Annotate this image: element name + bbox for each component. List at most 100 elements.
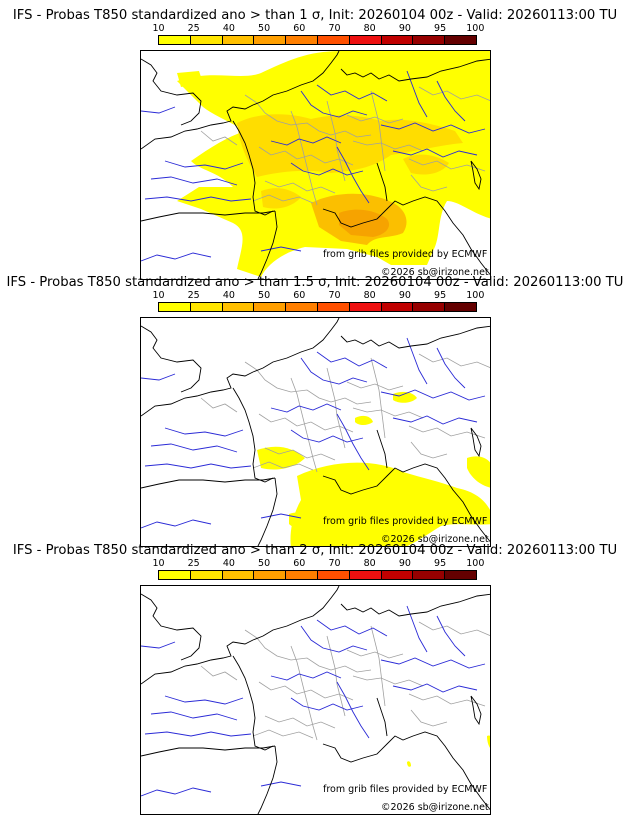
colorbar-tick-label: 40 [222, 23, 235, 34]
colorbar-bin [190, 571, 223, 579]
river [436, 615, 466, 657]
colorbar-tick-label: 90 [398, 290, 411, 301]
colorbar-tick-label: 80 [363, 23, 376, 34]
probability-area [467, 456, 490, 488]
map-canvas [141, 586, 490, 814]
colorbar-tick-label: 100 [466, 558, 485, 569]
probability-area [237, 114, 463, 177]
probability-area [407, 761, 411, 767]
colorbar-tick-label: 60 [293, 558, 306, 569]
probability-area [393, 391, 417, 403]
probability-area [177, 71, 203, 87]
coastline [376, 697, 388, 737]
coastline [141, 325, 202, 393]
river [436, 80, 466, 122]
probability-area [289, 512, 317, 529]
colorbar-bin [381, 571, 414, 579]
river [290, 697, 364, 711]
admin-border [408, 158, 486, 172]
coastline [470, 427, 482, 458]
admin-border [410, 174, 448, 192]
colorbar-bin [222, 571, 255, 579]
colorbar-tick-label: 40 [222, 290, 235, 301]
colorbar-bin [159, 36, 191, 44]
river [290, 162, 364, 176]
colorbar-tick-label: 70 [328, 290, 341, 301]
coastline [322, 731, 490, 811]
colorbar-bin [413, 36, 446, 44]
colorbar-bin [254, 571, 287, 579]
admin-border [244, 629, 372, 673]
colorbar-bin [381, 303, 414, 311]
admin-border [252, 729, 314, 739]
river [380, 389, 486, 401]
river [380, 657, 486, 669]
colorbar-bin [381, 36, 414, 44]
colorbar-tick-label: 100 [466, 23, 485, 34]
river [380, 122, 486, 134]
admin-border [410, 709, 448, 727]
colorbar-bin [349, 36, 382, 44]
admin-border [264, 180, 336, 194]
river [336, 413, 370, 471]
probability-area [257, 446, 305, 470]
admin-border [370, 90, 386, 172]
admin-border [290, 110, 318, 206]
admin-border [290, 377, 318, 473]
river [300, 357, 368, 385]
probability-area [487, 735, 490, 748]
colorbar-bin [159, 571, 191, 579]
colorbar-bin [286, 571, 318, 579]
colorbar-ticks: 10 25 40 50 60 70 80 90 95 100 [152, 290, 484, 301]
river [141, 519, 212, 529]
colorbar-tick-label: 60 [293, 290, 306, 301]
river [316, 84, 388, 102]
coastline [141, 477, 276, 489]
river [436, 347, 466, 389]
admin-border [264, 447, 336, 461]
river [144, 731, 252, 737]
river [144, 196, 252, 202]
river [141, 787, 212, 797]
probability-area [355, 415, 373, 425]
map-panel-2: IFS - Probas T850 standardized ano > tha… [0, 275, 630, 547]
admin-border [264, 715, 336, 729]
coastline [141, 586, 340, 685]
map-canvas [141, 318, 490, 546]
river [392, 683, 478, 693]
colorbar-ticks: 10 25 40 50 60 70 80 90 95 100 [152, 558, 484, 569]
probability-map: from grib files provided by ECMWF ©2026 … [140, 585, 491, 815]
coastline [340, 593, 490, 617]
river [260, 246, 302, 252]
data-source-credit: from grib files provided by ECMWF [323, 516, 488, 527]
colorbar-tick-label: 10 [152, 558, 165, 569]
coastline [141, 210, 276, 222]
colorbar-tick-label: 95 [434, 290, 447, 301]
river [141, 373, 176, 381]
river [141, 252, 212, 262]
colorbar-bin [286, 36, 318, 44]
river [164, 427, 244, 437]
admin-border [418, 621, 490, 637]
colorbar-tick-label: 10 [152, 23, 165, 34]
admin-border [370, 357, 386, 439]
colorbar [158, 570, 477, 580]
admin-border [346, 114, 404, 124]
coastline [257, 745, 278, 814]
river [164, 160, 244, 170]
colorbar-ticks: 10 25 40 50 60 70 80 90 95 100 [152, 23, 484, 34]
admin-border [346, 381, 404, 391]
copyright-credit: ©2026 sb@irizone.net [381, 267, 489, 278]
river [270, 403, 342, 413]
colorbar-bin [349, 571, 382, 579]
river [141, 106, 176, 114]
colorbar-tick-label: 90 [398, 558, 411, 569]
river [316, 351, 388, 369]
coastline [376, 162, 388, 202]
coastline [257, 210, 278, 279]
colorbar-tick-label: 90 [398, 23, 411, 34]
colorbar-bin [445, 571, 476, 579]
coastline [141, 593, 202, 661]
colorbar-bin [190, 36, 223, 44]
colorbar-bin [286, 303, 318, 311]
